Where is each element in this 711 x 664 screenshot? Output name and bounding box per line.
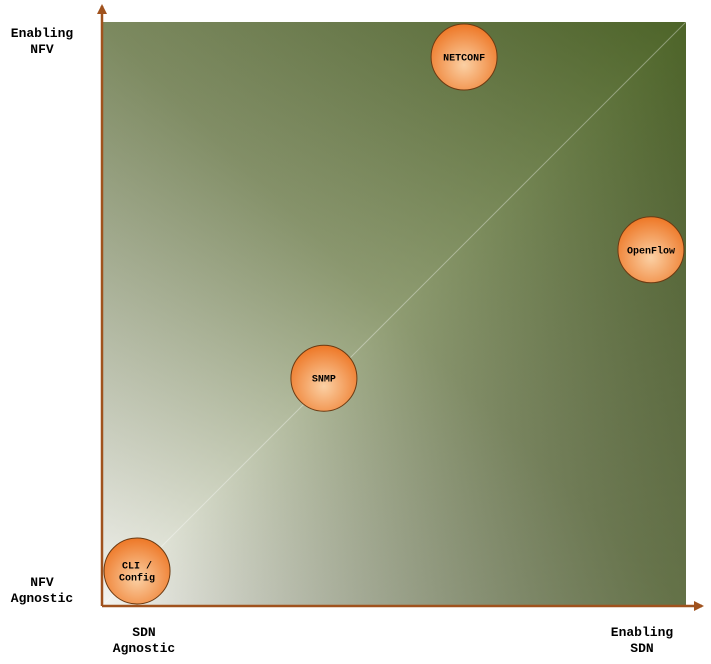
bubble-label: OpenFlow — [627, 245, 675, 257]
bubble-label: Config — [119, 572, 155, 584]
plot-shading-upper — [102, 22, 686, 606]
bubble-circle — [290, 344, 358, 412]
bubble-label: SNMP — [312, 375, 336, 386]
bubble-circle — [617, 216, 685, 284]
y-axis-start-label: NFV Agnostic — [10, 575, 74, 606]
x-axis-start-label: SDN Agnostic — [112, 625, 176, 656]
x-axis-end-label: Enabling SDN — [610, 625, 674, 656]
bubble-2: NETCONF — [430, 23, 498, 91]
y-axis-end-label: Enabling NFV — [10, 26, 74, 57]
bubble-circle — [430, 23, 498, 91]
bubble-circle — [103, 537, 171, 605]
bubble-0: CLI /Config — [103, 537, 171, 605]
bubble-label: NETCONF — [443, 54, 485, 65]
diagonal-line — [101, 21, 687, 607]
bubble-1: SNMP — [290, 344, 358, 412]
bubble-label: CLI / — [122, 560, 152, 572]
bubble-3: OpenFlow — [617, 216, 685, 284]
